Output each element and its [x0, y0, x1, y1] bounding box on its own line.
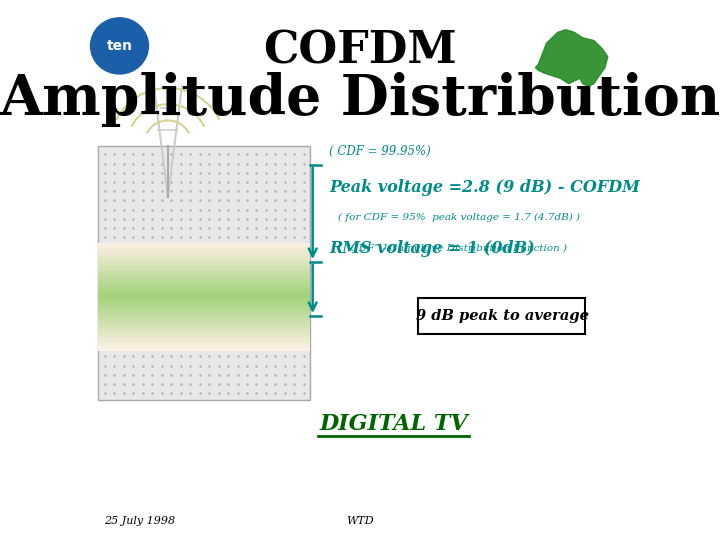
- Bar: [99, 349, 310, 351]
- Bar: [99, 274, 310, 275]
- Bar: [99, 255, 310, 258]
- Bar: [99, 346, 310, 347]
- Bar: [99, 270, 310, 272]
- Bar: [99, 247, 310, 248]
- Bar: [99, 347, 310, 349]
- Bar: [99, 261, 310, 263]
- Text: Peak voltage =2.8 (9 dB) - COFDM: Peak voltage =2.8 (9 dB) - COFDM: [329, 179, 640, 196]
- Circle shape: [91, 18, 148, 74]
- Bar: [99, 309, 310, 312]
- Bar: [99, 266, 310, 268]
- Polygon shape: [536, 30, 608, 86]
- Bar: [99, 313, 310, 315]
- Bar: [99, 243, 310, 245]
- Bar: [99, 320, 310, 322]
- Bar: [99, 340, 310, 342]
- Bar: [99, 272, 310, 274]
- Bar: [99, 254, 310, 255]
- Bar: [99, 292, 310, 293]
- Text: ( for CDF = 95%  peak voltage = 1.7 (4.7dB) ): ( for CDF = 95% peak voltage = 1.7 (4.7d…: [338, 213, 580, 222]
- Bar: [99, 297, 310, 299]
- Bar: [99, 146, 310, 400]
- Bar: [99, 328, 310, 329]
- Bar: [99, 250, 310, 252]
- Bar: [99, 304, 310, 306]
- Bar: [99, 319, 310, 320]
- Bar: [99, 286, 310, 288]
- Text: RMS voltage = 1 (0dB): RMS voltage = 1 (0dB): [329, 240, 535, 257]
- Bar: [99, 277, 310, 279]
- Bar: [99, 295, 310, 297]
- Bar: [99, 282, 310, 285]
- Bar: [99, 326, 310, 328]
- Bar: [99, 258, 310, 259]
- Text: ( CDF = 99.95%): ( CDF = 99.95%): [329, 145, 431, 158]
- Bar: [99, 265, 310, 266]
- Bar: [99, 317, 310, 319]
- Text: Amplitude Distribution: Amplitude Distribution: [0, 72, 720, 127]
- Text: ( “CDF” - Cumultive Distribution Function ): ( “CDF” - Cumultive Distribution Functio…: [338, 244, 567, 253]
- Bar: [99, 344, 310, 346]
- Bar: [99, 299, 310, 301]
- Bar: [99, 329, 310, 331]
- Bar: [99, 281, 310, 282]
- Bar: [99, 308, 310, 309]
- Bar: [99, 315, 310, 317]
- Bar: [99, 288, 310, 290]
- Text: 25 July 1998: 25 July 1998: [104, 516, 175, 526]
- Bar: [99, 252, 310, 254]
- Bar: [99, 290, 310, 292]
- FancyBboxPatch shape: [418, 298, 585, 334]
- Bar: [99, 259, 310, 261]
- Text: DIGITAL TV: DIGITAL TV: [319, 413, 468, 435]
- Bar: [99, 302, 310, 304]
- Bar: [99, 279, 310, 281]
- Bar: [99, 342, 310, 344]
- Text: COFDM: COFDM: [263, 30, 457, 73]
- Bar: [99, 306, 310, 308]
- Bar: [99, 335, 310, 336]
- Bar: [99, 245, 310, 247]
- Text: 9 dB peak to average: 9 dB peak to average: [415, 309, 588, 323]
- Bar: [99, 339, 310, 340]
- Bar: [99, 324, 310, 326]
- Bar: [99, 268, 310, 270]
- Bar: [99, 301, 310, 302]
- Bar: [99, 293, 310, 295]
- Bar: [99, 333, 310, 335]
- Bar: [99, 248, 310, 250]
- Bar: [99, 322, 310, 324]
- Text: ten: ten: [107, 39, 132, 53]
- Bar: [99, 285, 310, 286]
- Bar: [99, 275, 310, 277]
- Bar: [99, 336, 310, 339]
- Text: WTD: WTD: [346, 516, 374, 526]
- Bar: [99, 331, 310, 333]
- Bar: [99, 312, 310, 313]
- Bar: [99, 263, 310, 265]
